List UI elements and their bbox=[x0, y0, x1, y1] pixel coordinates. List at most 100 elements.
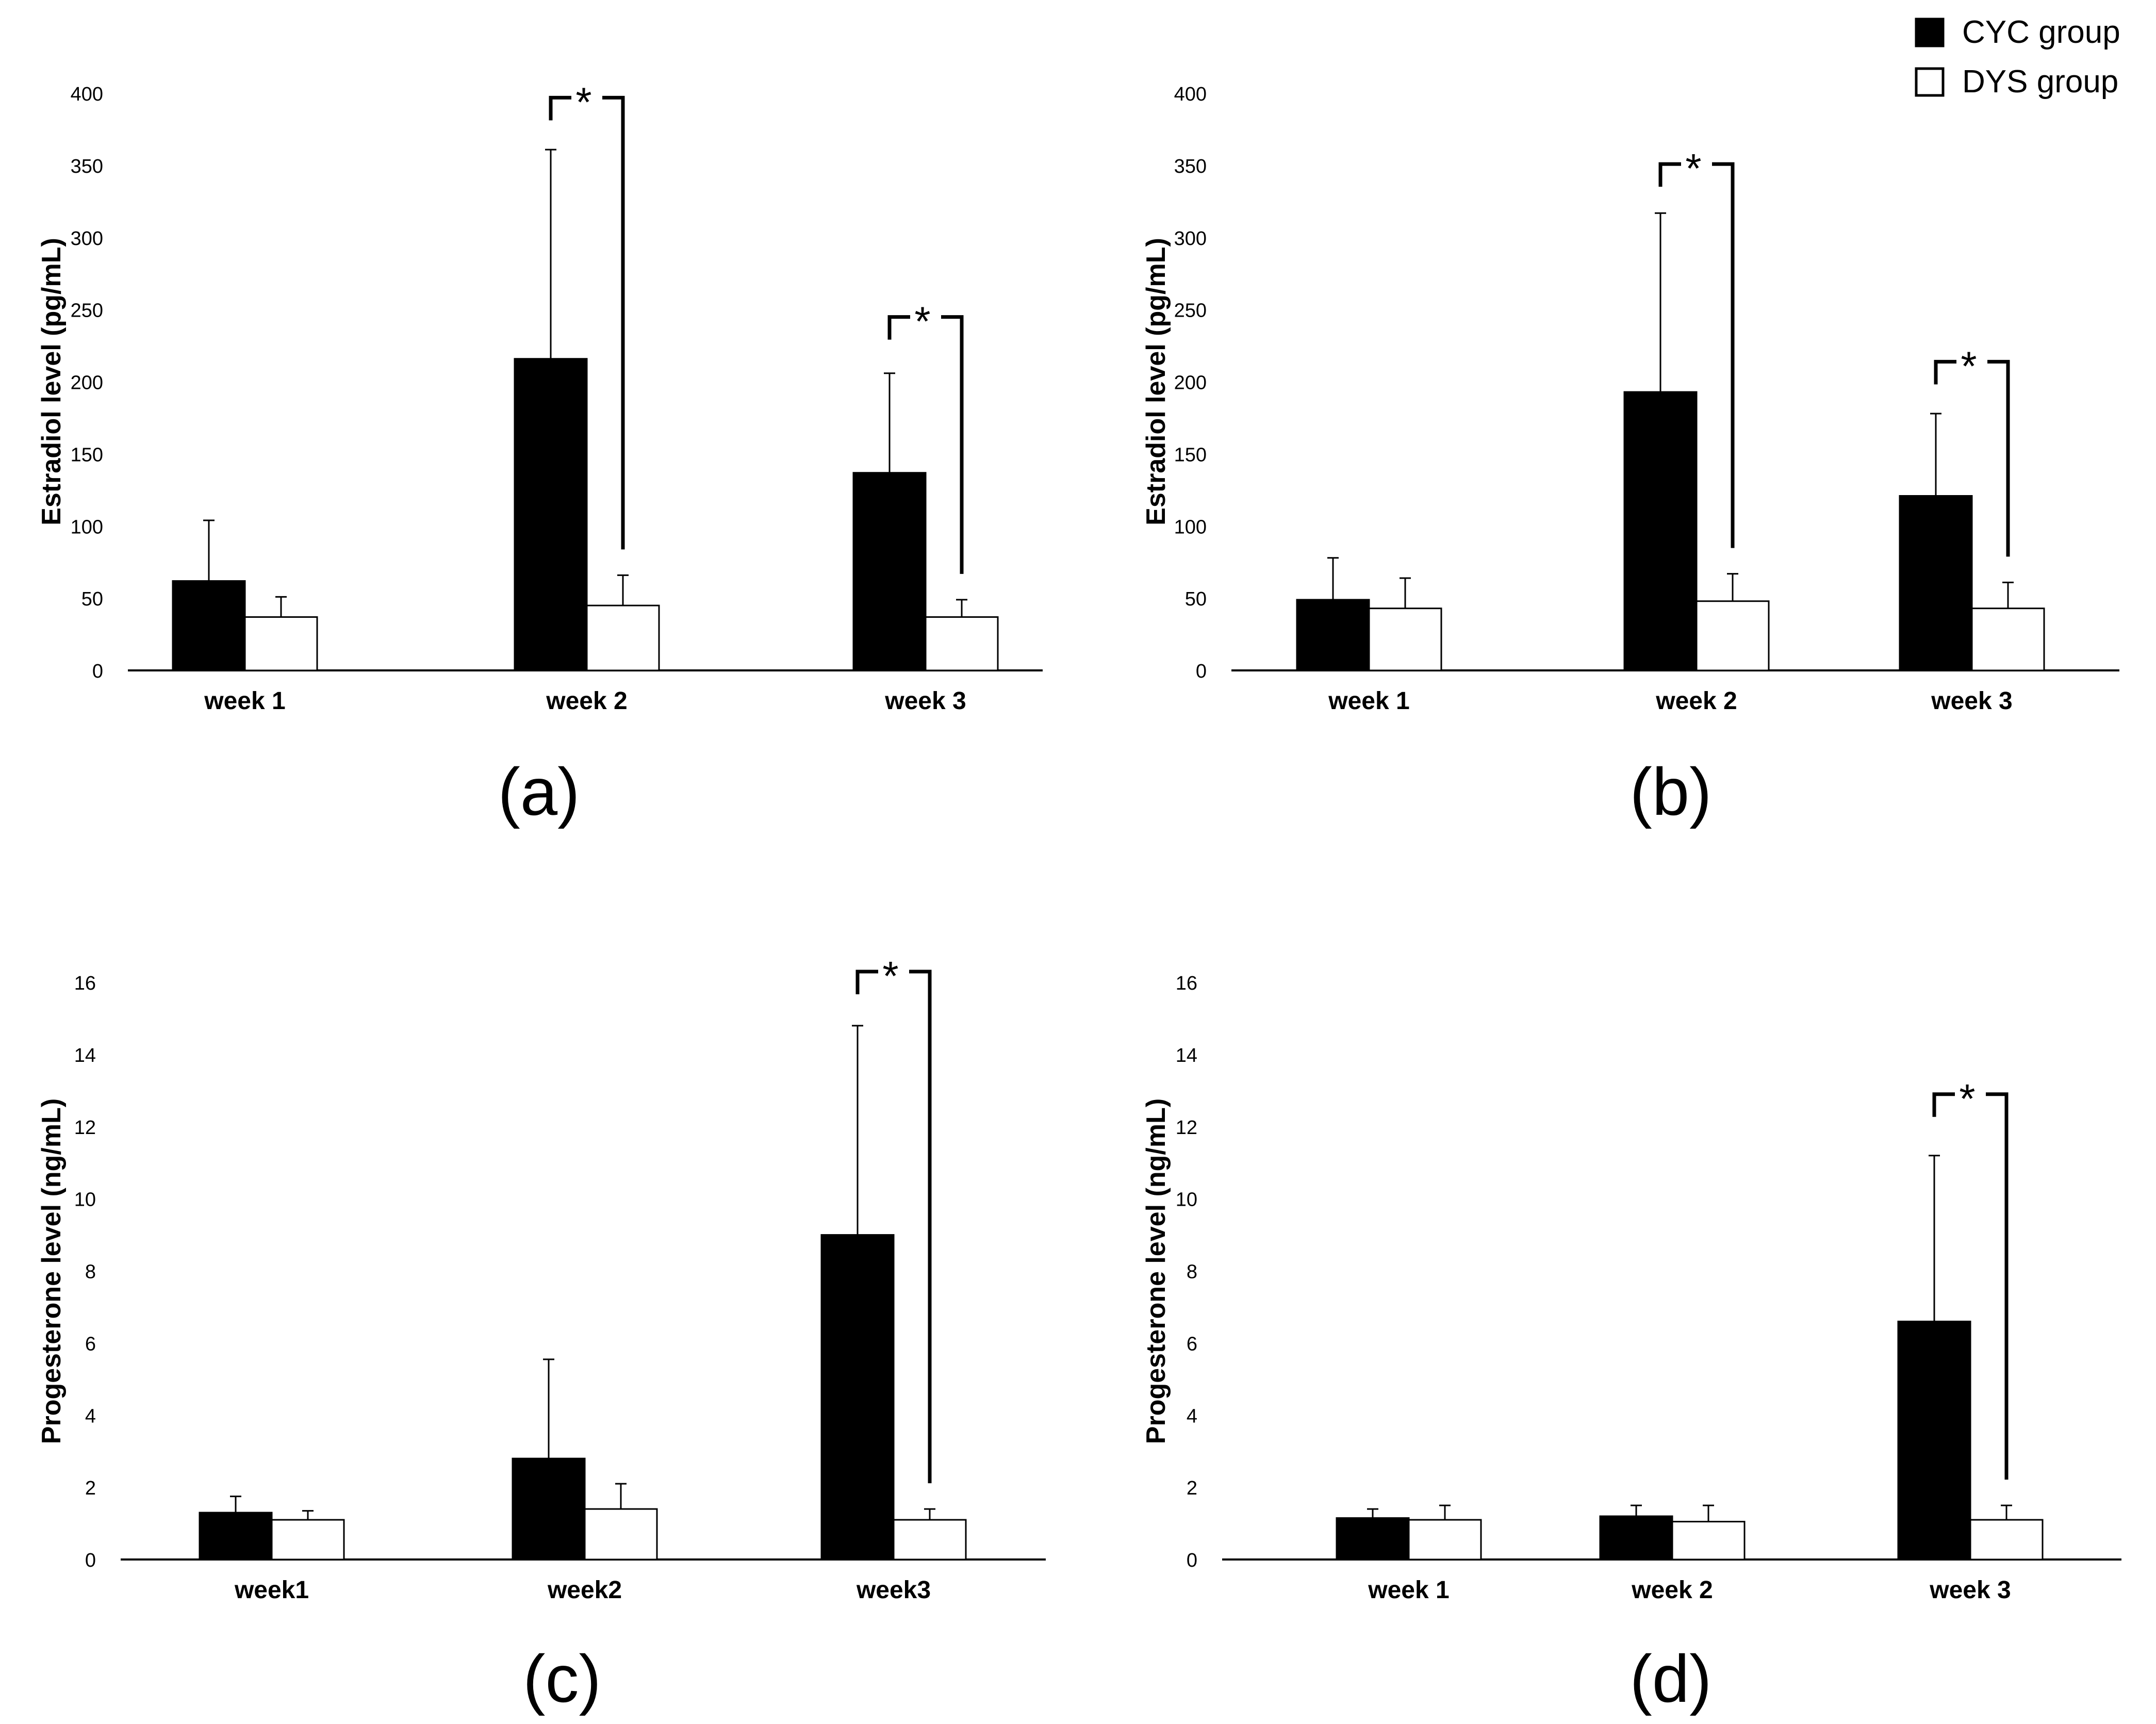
significance-asterisk: * bbox=[1961, 343, 1977, 389]
x-category-label: week2 bbox=[547, 1577, 622, 1604]
bar-cyc bbox=[514, 358, 588, 671]
bar-dys bbox=[1408, 1519, 1482, 1561]
bracket-left-arm bbox=[1932, 1092, 1955, 1117]
y-tick-label: 4 bbox=[85, 1405, 96, 1427]
bracket-left-arm bbox=[549, 95, 571, 121]
y-tick-label: 200 bbox=[71, 372, 103, 394]
y-tick-label: 0 bbox=[85, 1550, 96, 1571]
y-tick-label: 150 bbox=[1174, 444, 1207, 466]
y-axis-label: Progesterone level (ng/mL) bbox=[1141, 1098, 1171, 1444]
y-tick-label: 400 bbox=[1174, 84, 1207, 105]
y-tick-label: 300 bbox=[71, 228, 103, 250]
y-tick-label: 8 bbox=[85, 1261, 96, 1283]
significance-bracket: * bbox=[549, 79, 625, 550]
y-tick-label: 200 bbox=[1174, 372, 1207, 394]
bracket-right-arm bbox=[1987, 359, 2010, 557]
x-category-label: week 2 bbox=[546, 687, 627, 715]
significance-asterisk: * bbox=[575, 79, 591, 125]
y-tick-label: 50 bbox=[81, 588, 103, 610]
bar-cyc bbox=[1899, 495, 1973, 671]
x-category-label: week 1 bbox=[1368, 1577, 1449, 1604]
y-axis-label: Estradiol level (pg/mL) bbox=[1141, 238, 1171, 526]
bar-dys bbox=[893, 1519, 967, 1561]
legend-label-cyc: CYC group bbox=[1962, 14, 2120, 50]
bar-cyc bbox=[1623, 391, 1698, 671]
significance-bracket: * bbox=[887, 299, 964, 574]
y-tick-label: 350 bbox=[1174, 156, 1207, 177]
significance-asterisk: * bbox=[1685, 145, 1701, 191]
bar-dys bbox=[586, 604, 660, 671]
y-tick-label: 0 bbox=[92, 661, 103, 682]
bar-cyc bbox=[1599, 1515, 1673, 1561]
significance-asterisk: * bbox=[914, 299, 930, 344]
bar-cyc bbox=[1296, 599, 1370, 671]
y-axis-label: Estradiol level (pg/mL) bbox=[37, 238, 67, 526]
y-tick-label: 2 bbox=[1187, 1477, 1197, 1499]
x-category-label: week3 bbox=[856, 1577, 931, 1604]
y-tick-label: 2 bbox=[85, 1477, 96, 1499]
x-category-label: week 2 bbox=[1631, 1577, 1713, 1604]
y-tick-label: 0 bbox=[1187, 1550, 1197, 1571]
x-category-label: week 3 bbox=[1929, 1577, 2011, 1604]
panel-label: (a) bbox=[498, 754, 580, 829]
significance-asterisk: * bbox=[882, 953, 898, 999]
y-tick-label: 10 bbox=[74, 1189, 96, 1211]
bar-dys bbox=[925, 616, 999, 671]
bracket-right-arm bbox=[941, 315, 964, 574]
y-tick-label: 100 bbox=[71, 516, 103, 538]
y-tick-label: 400 bbox=[71, 84, 103, 105]
bracket-left-arm bbox=[855, 970, 878, 995]
chart-panel-c: 0 2 4 6 8 10 12 14 16 Progesterone level (ng/mL) *… bbox=[37, 953, 1046, 1716]
x-category-label: week 1 bbox=[204, 687, 285, 715]
y-tick-label: 14 bbox=[74, 1045, 96, 1066]
panel-label: (d) bbox=[1630, 1641, 1712, 1716]
bar-dys bbox=[1368, 607, 1442, 671]
y-tick-label: 250 bbox=[71, 300, 103, 322]
bar-cyc bbox=[512, 1457, 586, 1561]
bar-dys bbox=[1671, 1521, 1746, 1561]
y-tick-label: 50 bbox=[1185, 588, 1207, 610]
bar-dys bbox=[584, 1508, 658, 1561]
bar-cyc bbox=[1897, 1320, 1971, 1561]
bar-dys bbox=[271, 1519, 345, 1561]
y-tick-label: 16 bbox=[1176, 973, 1197, 994]
x-category-label: week 3 bbox=[884, 687, 966, 715]
bar-cyc bbox=[1336, 1517, 1410, 1561]
legend-label-dys: DYS group bbox=[1962, 64, 2118, 100]
y-axis-label: Progesterone level (ng/mL) bbox=[37, 1098, 67, 1444]
y-tick-label: 4 bbox=[1187, 1405, 1197, 1427]
y-tick-label: 350 bbox=[71, 156, 103, 177]
legend-swatch-cyc bbox=[1915, 18, 1945, 47]
legend: CYC group DYS group bbox=[1915, 14, 2120, 100]
x-category-label: week1 bbox=[234, 1577, 309, 1604]
y-tick-label: 100 bbox=[1174, 516, 1207, 538]
bracket-right-arm bbox=[909, 970, 932, 1484]
y-tick-label: 10 bbox=[1176, 1189, 1197, 1211]
y-tick-label: 6 bbox=[85, 1333, 96, 1355]
x-category-label: week 1 bbox=[1328, 687, 1409, 715]
chart-panel-d: 0 2 4 6 8 10 12 14 16 Progesterone level (ng/mL) *… bbox=[1141, 973, 2121, 1716]
bar-cyc bbox=[820, 1234, 895, 1561]
y-tick-label: 6 bbox=[1187, 1333, 1197, 1355]
bar-cyc bbox=[172, 580, 246, 671]
bracket-right-arm bbox=[1986, 1092, 2009, 1480]
bar-dys bbox=[1696, 600, 1770, 671]
significance-bracket: * bbox=[1932, 1076, 2009, 1480]
y-tick-label: 8 bbox=[1187, 1261, 1197, 1283]
panel-label: (b) bbox=[1630, 754, 1712, 829]
significance-bracket: * bbox=[1658, 145, 1735, 548]
chart-panel-a: 0 50 100 150 200 250 300 350 400 Estradiol level … bbox=[37, 79, 1043, 829]
significance-bracket: * bbox=[855, 953, 932, 1484]
y-tick-label: 16 bbox=[74, 973, 96, 994]
legend-swatch-dys bbox=[1915, 67, 1945, 97]
y-tick-label: 0 bbox=[1196, 661, 1207, 682]
panel-label: (c) bbox=[523, 1641, 601, 1716]
bar-cyc bbox=[199, 1512, 273, 1561]
bracket-left-arm bbox=[1658, 162, 1681, 187]
y-tick-label: 250 bbox=[1174, 300, 1207, 322]
bar-dys bbox=[244, 616, 318, 671]
chart-panel-b: 0 50 100 150 200 250 300 350 400 Estradiol level … bbox=[1141, 84, 2119, 829]
significance-asterisk: * bbox=[1959, 1076, 1975, 1122]
